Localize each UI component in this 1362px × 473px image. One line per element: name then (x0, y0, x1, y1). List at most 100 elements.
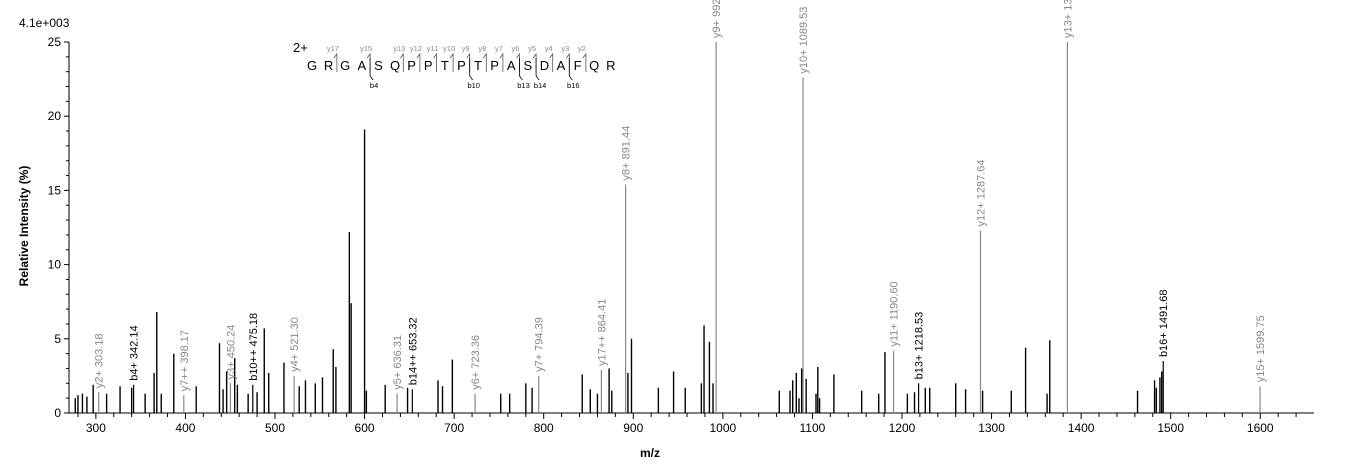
y-ion-label: y7++ 398.17 (179, 330, 191, 391)
y-ion-label: y3+ 450.24 (225, 325, 237, 380)
y-ion-bracket (516, 52, 520, 72)
x-tick-label: 600 (355, 421, 375, 435)
y-ion-label: y10+ 1089.53 (798, 7, 810, 74)
x-tick-label: 1100 (800, 421, 826, 435)
y-ion-bracket (549, 52, 554, 72)
y-ion-label: y4+ 521.30 (289, 317, 301, 372)
residue: Q (390, 58, 400, 73)
residue: P (490, 58, 499, 73)
y-ion-bracket (333, 52, 338, 72)
y-tick-label: 10 (48, 258, 62, 272)
y-ion-label: y9+ 992.48 (711, 0, 723, 38)
x-axis-label: m/z (640, 446, 660, 460)
axes: 0 5 10 15 20 25 300 400 500 600 700 800 900 1000 1100 1… (48, 35, 1314, 435)
x-tick-label: 1200 (889, 421, 916, 435)
b-ion-marker: b4 (370, 81, 378, 90)
y-ion-bracket (565, 52, 570, 72)
b-ion-bracket (369, 58, 374, 81)
y-ion-bracket (482, 52, 487, 72)
y-ion-marker: y8 (478, 44, 486, 53)
b-ion-label: b4+ 342.14 (129, 325, 141, 380)
x-tick-label: 400 (175, 421, 195, 435)
x-tick-label: 500 (265, 421, 285, 435)
x-tick-label: 1300 (978, 421, 1005, 435)
x-tick-label: 300 (86, 421, 106, 435)
residue: P (407, 58, 416, 73)
residue: G (340, 58, 350, 73)
peaks (74, 42, 1261, 413)
residue: R (324, 58, 333, 73)
y-ion-label: y11+ 1190.60 (889, 281, 901, 346)
b-ion-marker: b10 (467, 81, 480, 90)
y-ion-marker: y6 (512, 44, 520, 53)
y-ion-marker: y10 (443, 44, 455, 53)
b-ion-marker: b16 (567, 81, 580, 90)
b-ion-label: b16+ 1491.68 (1158, 289, 1170, 357)
b-ion-label: b14++ 653.32 (407, 317, 419, 385)
y-ion-bracket (466, 52, 471, 72)
b-ion-label: b13+ 1218.53 (914, 312, 926, 380)
y-ion-bracket (532, 52, 537, 72)
y-ion-marker: y15 (360, 44, 372, 53)
y-ion-label: y12+ 1287.64 (975, 159, 987, 226)
y-ion-bracket (449, 52, 454, 72)
y-ion-bracket (433, 52, 437, 72)
y-ion-label: y7+ 794.39 (534, 317, 546, 372)
b-ion-bracket (568, 58, 573, 81)
y-ion-marker: y4 (545, 44, 553, 53)
x-tick-label: 900 (623, 421, 643, 435)
y-tick-label: 15 (48, 183, 62, 197)
y-ion-marker: y2 (578, 44, 586, 53)
x-tick-label: 800 (534, 421, 554, 435)
x-tick-label: 700 (444, 421, 464, 435)
y-tick-label: 25 (48, 35, 62, 49)
x-tick-label: 1000 (709, 421, 736, 435)
y-ion-label: y5+ 636.31 (392, 335, 404, 390)
y-ion-bracket (366, 52, 371, 72)
y-ion-marker: y12 (410, 44, 422, 53)
y-ion-marker: y3 (561, 44, 569, 53)
residue: Q (589, 58, 599, 73)
b-ion-bracket (535, 58, 540, 81)
residue: A (357, 58, 366, 73)
y-ion-label: y6+ 723.36 (470, 335, 482, 390)
y-ion-label: y15+ 1599.75 (1255, 315, 1267, 382)
b-ion-marker: b14 (534, 81, 547, 90)
y-ion-marker: y7 (495, 44, 503, 53)
y-axis-label: Relative Intensity (%) (17, 166, 31, 287)
y-tick-label: 5 (54, 332, 61, 346)
b-ion-bracket (469, 58, 474, 81)
y-ion-label: y8+ 891.44 (621, 126, 633, 181)
y-ion-bracket (399, 52, 404, 72)
b-ion-bracket (519, 58, 523, 81)
y-ion-label: y2+ 303.18 (94, 333, 106, 388)
y-ion-bracket (582, 52, 587, 72)
y-tick-label: 0 (54, 406, 61, 420)
residue: A (507, 58, 516, 73)
b-ion-marker: b13 (517, 81, 530, 90)
y-ion-bracket (416, 52, 421, 72)
y-ion-label: y17++ 864.41 (596, 299, 608, 366)
y-tick-label: 20 (48, 109, 62, 123)
x-tick-label: 1500 (1157, 421, 1184, 435)
residue: S (523, 58, 532, 73)
intensity-scale-label: 4.1e+003 (19, 16, 70, 30)
charge-state: 2+ (293, 40, 308, 55)
residue: P (424, 58, 433, 73)
b-ion-label: b10++ 475.18 (248, 313, 260, 381)
y-ion-marker: y11 (427, 44, 439, 53)
y-ion-marker: y13 (393, 44, 405, 53)
peak-labels: b4+ 342.14 b10++ 475.18 b14++ 653.32 b13+ 1… (94, 0, 1267, 391)
y-ion-label: y13+ 1384.68 (1062, 0, 1074, 38)
residue: P (457, 58, 466, 73)
residue: G (307, 58, 317, 73)
y-ion-bracket (499, 52, 504, 72)
residue: A (557, 58, 566, 73)
residue: D (540, 58, 549, 73)
x-tick-label: 1600 (1247, 421, 1274, 435)
residue: T (441, 58, 449, 73)
x-tick-label: 1400 (1068, 421, 1095, 435)
residue: T (474, 58, 482, 73)
y-ion-marker: y17 (327, 44, 339, 53)
